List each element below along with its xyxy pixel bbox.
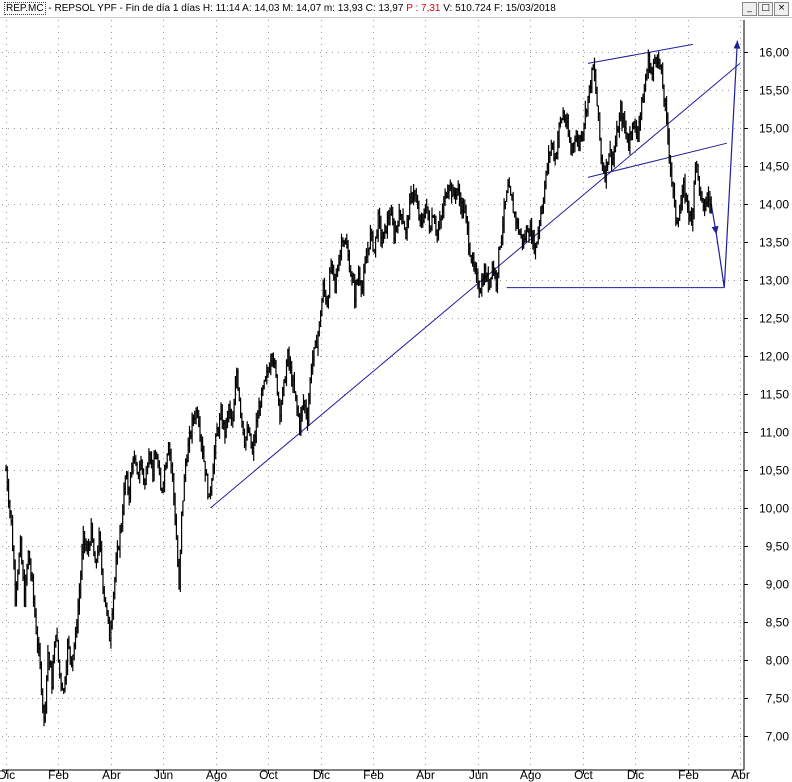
x-tick-label: Ago [520, 768, 542, 782]
chart-grid [2, 20, 744, 770]
close-button[interactable]: × [774, 2, 789, 16]
y-tick-label: 7,00 [766, 730, 790, 744]
x-tick-label: Abr [731, 768, 750, 782]
arrow-head [733, 40, 741, 49]
trendline [587, 142, 728, 178]
x-tick-label: Dic [627, 768, 644, 782]
x-tick-label: Jun [154, 768, 173, 782]
restore-button[interactable]: □ [758, 2, 773, 16]
y-tick-label: 11,50 [760, 388, 789, 402]
y-tick-label: 8,50 [766, 616, 790, 630]
y-tick-label: 14,50 [759, 160, 789, 174]
x-tick-label: Abr [416, 768, 435, 782]
window-controls: _ □ × [742, 2, 789, 16]
y-tick-label: 7,50 [766, 692, 790, 706]
price-chart[interactable]: 7,00 7,50 8,00 8,50 9,00 9,50 10,00 10,50 11,00 1… [0, 18, 792, 782]
y-tick-label: 14,00 [759, 198, 789, 212]
p-value: P : 7,31 [406, 3, 441, 14]
y-tick-label: 13,00 [759, 274, 789, 288]
y-tick-label: 9,00 [766, 578, 790, 592]
x-tick-label: Jun [469, 768, 488, 782]
x-tick-label: Abr [102, 768, 121, 782]
trendline [210, 63, 741, 509]
minimize-button[interactable]: _ [742, 2, 757, 16]
x-tick-label: Oct [574, 768, 593, 782]
y-axis: 7,00 7,50 8,00 8,50 9,00 9,50 10,00 10,50 11,00 1… [743, 20, 790, 770]
y-tick-label: 13,50 [759, 236, 789, 250]
y-tick-label: 15,00 [759, 122, 789, 136]
symbol-label: REP.MC [4, 2, 46, 15]
y-tick-label: 9,50 [766, 540, 790, 554]
x-axis: Dic Feb Abr Jun Ago Oct Dic Feb Abr Jun Ago Oct Dic F… [0, 768, 750, 782]
x-tick-label: Feb [48, 768, 69, 782]
x-tick-label: Ago [206, 768, 228, 782]
y-tick-label: 11,00 [760, 426, 789, 440]
projection-path [710, 40, 738, 288]
trendline [587, 43, 693, 64]
y-tick-label: 15,50 [759, 84, 789, 98]
x-tick-label: Feb [678, 768, 699, 782]
y-tick-label: 10,50 [759, 464, 789, 478]
price-series [5, 49, 713, 727]
quote-tail: V: 510.724 F: 15/03/2018 [440, 3, 556, 14]
trendline-annotations [210, 40, 741, 509]
y-tick-label: 10,00 [759, 502, 789, 516]
quote-summary: - REPSOL YPF - Fin de día 1 días H: 11:1… [45, 3, 407, 14]
y-tick-label: 16,00 [759, 46, 789, 60]
window-titlebar: REP.MC - REPSOL YPF - Fin de día 1 días … [0, 0, 792, 18]
window-title: REP.MC - REPSOL YPF - Fin de día 1 días … [4, 0, 556, 17]
x-tick-label: Dic [0, 768, 15, 782]
arrow-head [711, 225, 719, 235]
x-tick-label: Feb [363, 768, 384, 782]
x-tick-label: Dic [313, 768, 330, 782]
price-bars [5, 49, 713, 727]
y-tick-label: 12,50 [759, 312, 789, 326]
y-tick-label: 8,00 [766, 654, 790, 668]
y-tick-label: 12,00 [759, 350, 789, 364]
x-tick-label: Oct [259, 768, 278, 782]
